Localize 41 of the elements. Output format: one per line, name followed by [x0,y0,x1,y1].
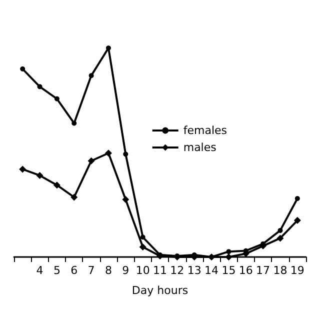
x-tick-label: 14 [204,264,219,277]
x-tick-label: 18 [273,264,288,277]
x-tick-label: 7 [88,264,95,277]
point [88,73,94,78]
point [123,152,128,157]
x-tick-label: 6 [70,264,78,277]
point [88,157,95,164]
point [278,228,283,233]
point [70,194,78,201]
legend-label: males [183,141,217,154]
point [20,66,26,72]
x-tick-label: 16 [238,264,253,277]
point [19,166,26,173]
x-tick-label: 8 [104,264,112,277]
point [54,96,60,102]
x-tick-label: 13 [187,264,202,277]
point [276,234,284,242]
x-tick-label: 5 [53,264,60,277]
point [53,182,60,189]
x-tick-label: 17 [256,264,270,277]
point [37,84,42,90]
point [104,150,112,157]
point [225,254,232,260]
point [72,120,77,126]
x-tick-label: 9 [122,264,130,277]
x-tick-label: 4 [36,264,44,277]
x-axis-title: Day hours [132,284,188,297]
point [226,249,232,254]
x-tick-label: 10 [136,264,150,277]
point [122,196,130,204]
point [294,196,300,201]
x-tick-label: 15 [222,264,236,277]
point [106,46,111,50]
point [139,243,146,250]
legend-label: females [183,124,228,137]
x-tick-label: 11 [153,264,167,277]
x-tick-label: 12 [170,264,184,277]
x-tick-label: 19 [290,264,304,277]
point [36,172,44,179]
point [294,216,301,224]
point [140,234,146,240]
